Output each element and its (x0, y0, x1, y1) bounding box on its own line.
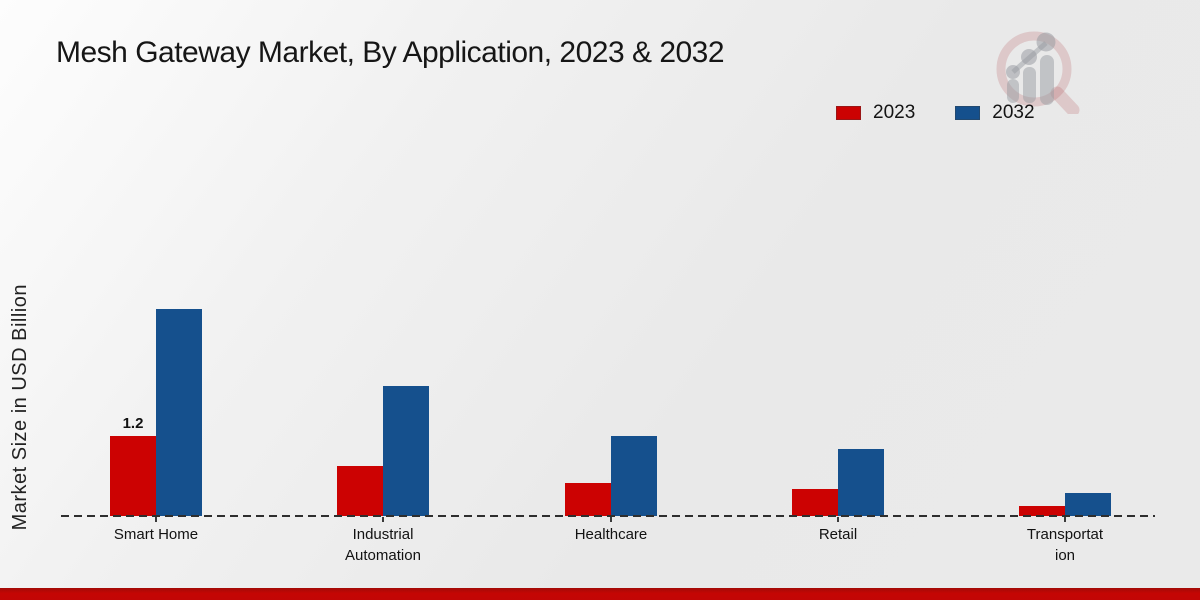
bar-2032-smart-home (156, 309, 202, 516)
legend-item-2032: 2032 (955, 102, 1035, 124)
category-label-smart-home: Smart Home (113, 526, 199, 543)
axis-tick-retail (837, 517, 839, 522)
legend-label-2023: 2023 (873, 102, 916, 123)
category-label-healthcare: Healthcare (574, 526, 648, 543)
axis-tick-industrial-automation (382, 517, 384, 522)
point-label-2023-smart-home: 1.2 (122, 415, 144, 432)
axis-tick-transportation (1064, 517, 1066, 522)
magnifier-bar-chart-logo-icon (996, 31, 1080, 114)
category-label-retail: Retail (818, 526, 858, 543)
axis-tick-healthcare (610, 517, 612, 522)
bar-2023-smart-home (110, 436, 156, 516)
legend-swatch-2023 (836, 106, 861, 120)
chart-title: Mesh Gateway Market, By Application, 202… (56, 36, 725, 69)
legend: 2023 2032 (836, 102, 1035, 124)
x-axis-baseline (61, 515, 1155, 517)
bar-2023-healthcare (565, 483, 611, 516)
axis-tick-smart-home (155, 517, 157, 522)
bar-2032-industrial-automation (383, 386, 429, 516)
category-label-industrial-automation: Industrial Automation (345, 526, 421, 564)
category-label-transportation: Transportat ion (1026, 526, 1104, 564)
bar-2023-industrial-automation (337, 466, 383, 516)
bar-2032-retail (838, 449, 884, 516)
bar-2032-healthcare (611, 436, 657, 516)
footer-accent-bar (0, 588, 1200, 600)
legend-item-2023: 2023 (836, 102, 915, 124)
legend-label-2032: 2032 (992, 102, 1035, 123)
bar-2032-transportation (1065, 493, 1111, 516)
legend-swatch-2032 (955, 106, 981, 120)
bar-2023-retail (792, 489, 838, 516)
bar-2023-transportation (1019, 506, 1065, 516)
